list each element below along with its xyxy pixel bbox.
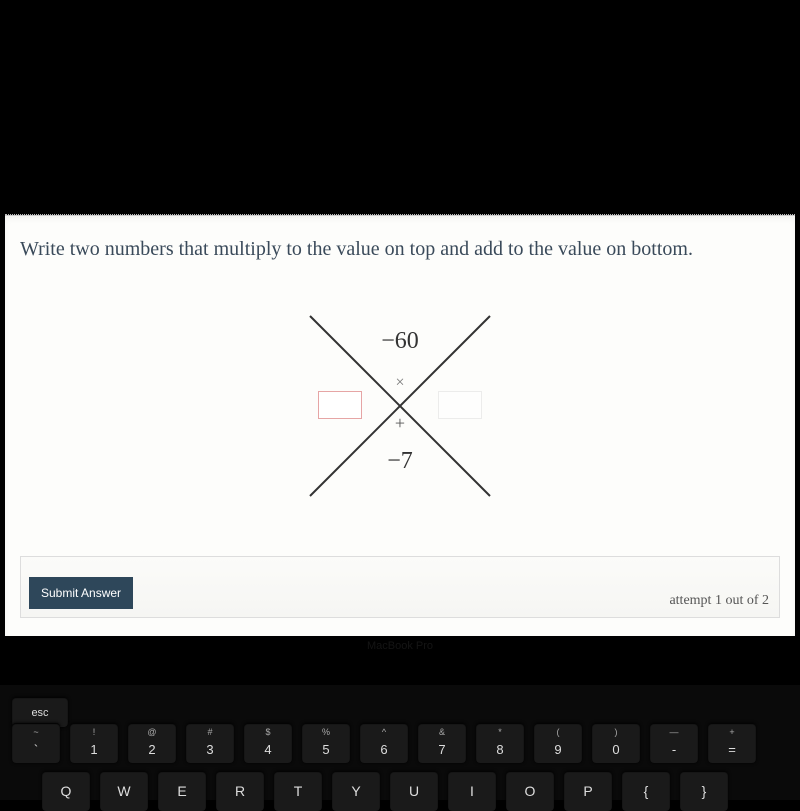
key-1: !1	[70, 723, 118, 763]
key-}: }	[680, 771, 728, 811]
keyboard: esc ~`!1@2#3$4%5^6&7*8(9)0—-+= QWERTYUIO…	[0, 685, 800, 800]
key-7: &7	[418, 723, 466, 763]
footer-bar: Submit Answer attempt 1 out of 2	[20, 556, 780, 618]
key-4: $4	[244, 723, 292, 763]
key-=: +=	[708, 723, 756, 763]
key-I: I	[448, 771, 496, 811]
top-value: −60	[260, 328, 540, 355]
key-W: W	[100, 771, 148, 811]
key-T: T	[274, 771, 322, 811]
prompt-text: Write two numbers that multiply to the v…	[20, 238, 785, 261]
key-9: (9	[534, 723, 582, 763]
key-6: ^6	[360, 723, 408, 763]
laptop-brand-label: MacBook Pro	[0, 640, 800, 652]
keyboard-row-2: QWERTYUIOP{}	[42, 771, 728, 811]
key-U: U	[390, 771, 438, 811]
key-`: ~`	[12, 723, 60, 763]
x-diagram: −60 × + −7	[260, 296, 540, 516]
key-5: %5	[302, 723, 350, 763]
key-3: #3	[186, 723, 234, 763]
key-P: P	[564, 771, 612, 811]
key-{: {	[622, 771, 670, 811]
key-2: @2	[128, 723, 176, 763]
key-O: O	[506, 771, 554, 811]
submit-button[interactable]: Submit Answer	[29, 577, 133, 609]
bottom-value: −7	[260, 448, 540, 475]
attempt-counter: attempt 1 out of 2	[669, 593, 769, 609]
key-R: R	[216, 771, 264, 811]
key-0: )0	[592, 723, 640, 763]
key--: —-	[650, 723, 698, 763]
key-Y: Y	[332, 771, 380, 811]
plus-symbol: +	[260, 414, 540, 434]
app-screen: Write two numbers that multiply to the v…	[5, 215, 795, 636]
keyboard-row-1: ~`!1@2#3$4%5^6&7*8(9)0—-+=	[12, 723, 756, 763]
multiply-symbol: ×	[260, 374, 540, 392]
key-Q: Q	[42, 771, 90, 811]
key-E: E	[158, 771, 206, 811]
key-8: *8	[476, 723, 524, 763]
